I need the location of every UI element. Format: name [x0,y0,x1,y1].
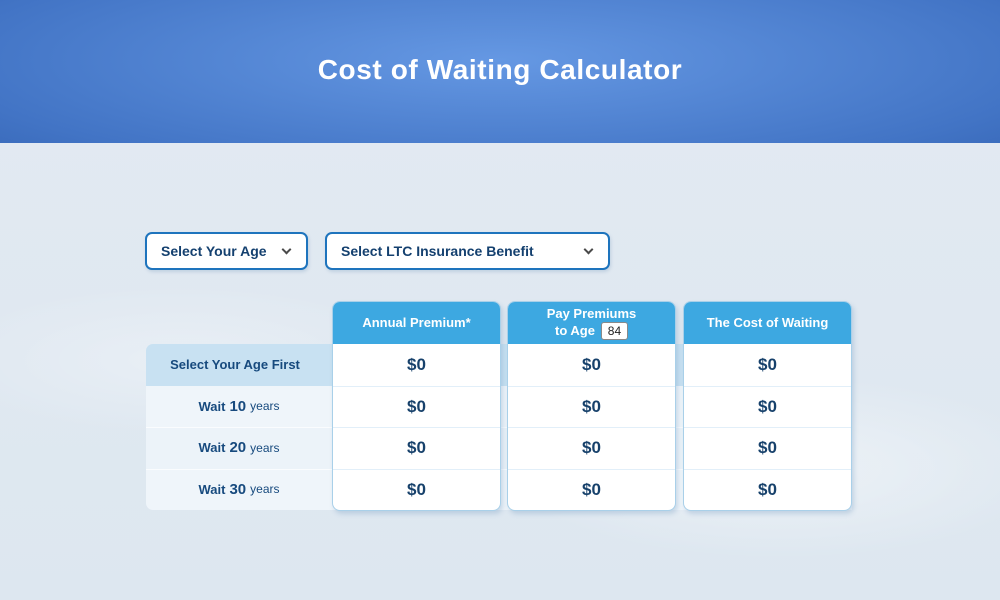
row-label-wait-20-years: Wait 20 years [198,439,280,457]
row-label-wait-30-years: Wait 30 years [198,480,280,498]
value-cell: $0 [758,354,777,374]
value-cell: $0 [333,427,500,469]
value-cell: $0 [333,385,500,428]
value-cell: $0 [508,385,675,428]
age-select-label: Select Your Age [161,243,267,259]
value-cell: $0 [407,354,426,374]
cost-of-waiting-table: Select Your Age First Wait 10 years Wait 20… [146,301,852,511]
value-cell: $0 [684,427,851,469]
benefit-select-label: Select LTC Insurance Benefit [341,243,534,259]
benefit-select[interactable]: Select LTC Insurance Benefit [325,232,610,270]
age-input[interactable] [600,322,628,341]
filters-row: Select Your Age Select LTC Insurance Ben… [145,232,1000,270]
annual-premium-column-header: Annual Premium* [333,302,500,344]
chevron-down-icon [281,244,292,254]
page-title: Cost of Waiting Calculator [317,53,683,85]
row-label-select-age-first: Select Your Age First [170,357,300,373]
value-cell: $0 [582,354,601,374]
pay-premiums-column: Pay Premiums to Age $0 $0 $0 $0 [507,301,676,511]
value-cell: $0 [684,468,851,511]
value-cell: $0 [333,468,500,511]
row-label-wait-10-years: Wait 10 years [198,397,280,415]
value-cell: $0 [508,427,675,469]
value-columns: Annual Premium* $0 $0 $0 $0 Pay Premiums… [332,301,852,511]
annual-premium-column: Annual Premium* $0 $0 $0 $0 [332,301,501,511]
cost-of-waiting-column: The Cost of Waiting $0 $0 $0 $0 [683,301,852,511]
age-select[interactable]: Select Your Age [145,232,308,270]
cost-of-waiting-column-header: The Cost of Waiting [684,302,851,344]
pay-premiums-column-header: Pay Premiums to Age [508,302,675,344]
chevron-down-icon [583,244,594,254]
value-cell: $0 [684,385,851,428]
value-cell: $0 [508,468,675,511]
hero-banner: Cost of Waiting Calculator [0,0,1000,143]
